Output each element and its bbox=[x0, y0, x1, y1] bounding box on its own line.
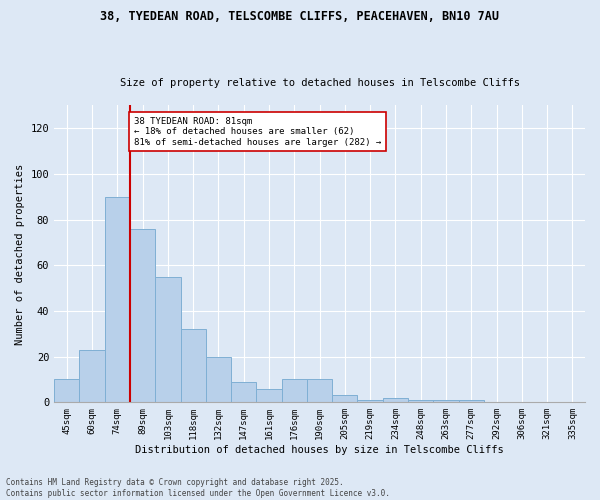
Bar bbox=[458, 400, 484, 402]
Bar bbox=[332, 396, 358, 402]
Bar bbox=[130, 229, 155, 402]
Bar bbox=[105, 197, 130, 402]
Bar bbox=[155, 276, 181, 402]
Bar bbox=[231, 382, 256, 402]
Bar bbox=[256, 388, 281, 402]
Bar bbox=[54, 380, 79, 402]
Bar bbox=[408, 400, 433, 402]
Bar bbox=[307, 380, 332, 402]
Bar bbox=[281, 380, 307, 402]
Bar bbox=[383, 398, 408, 402]
Text: 38 TYEDEAN ROAD: 81sqm
← 18% of detached houses are smaller (62)
81% of semi-det: 38 TYEDEAN ROAD: 81sqm ← 18% of detached… bbox=[134, 117, 381, 146]
Bar bbox=[358, 400, 383, 402]
Title: Size of property relative to detached houses in Telscombe Cliffs: Size of property relative to detached ho… bbox=[119, 78, 520, 88]
Text: Contains HM Land Registry data © Crown copyright and database right 2025.
Contai: Contains HM Land Registry data © Crown c… bbox=[6, 478, 390, 498]
Text: 38, TYEDEAN ROAD, TELSCOMBE CLIFFS, PEACEHAVEN, BN10 7AU: 38, TYEDEAN ROAD, TELSCOMBE CLIFFS, PEAC… bbox=[101, 10, 499, 23]
Y-axis label: Number of detached properties: Number of detached properties bbox=[15, 164, 25, 344]
X-axis label: Distribution of detached houses by size in Telscombe Cliffs: Distribution of detached houses by size … bbox=[135, 445, 504, 455]
Bar bbox=[79, 350, 105, 403]
Bar bbox=[206, 356, 231, 403]
Bar bbox=[433, 400, 458, 402]
Bar bbox=[181, 330, 206, 402]
